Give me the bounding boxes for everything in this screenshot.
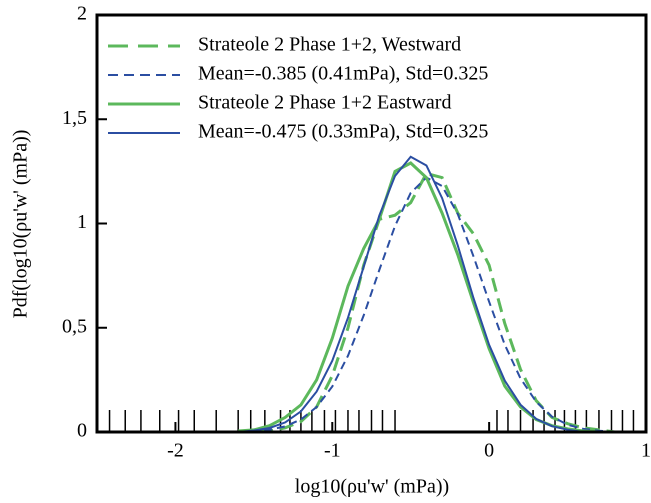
x-axis-label: log10(ρu'w' (mPa)) [295, 476, 449, 498]
x-tick-label: 1 [641, 440, 651, 462]
legend-label: Mean=-0.475 (0.33mPa), Std=0.325 [198, 121, 488, 143]
series-line [238, 176, 615, 433]
legend-label: Strateole 2 Phase 1+2 Eastward [198, 92, 451, 114]
series-line [238, 171, 615, 434]
x-tick-label: -2 [167, 440, 184, 462]
plot-frame [95, 13, 648, 434]
y-tick-label: 1 [77, 211, 87, 233]
y-tick-label: 0,5 [62, 315, 87, 337]
x-tick-label: 0 [484, 440, 494, 462]
y-axis-label: Pdf(log10(ρu'w' (mPa)) [10, 130, 32, 319]
legend-label: Mean=-0.385 (0.41mPa), Std=0.325 [198, 63, 488, 85]
y-tick-label: 2 [77, 3, 87, 25]
y-tick-label: 0 [77, 420, 87, 442]
x-tick-label: -1 [324, 440, 341, 462]
series-line [238, 155, 615, 433]
series-line [238, 161, 615, 434]
legend-label: Strateole 2 Phase 1+2, Westward [198, 34, 461, 56]
y-tick-label: 1,5 [62, 107, 87, 129]
